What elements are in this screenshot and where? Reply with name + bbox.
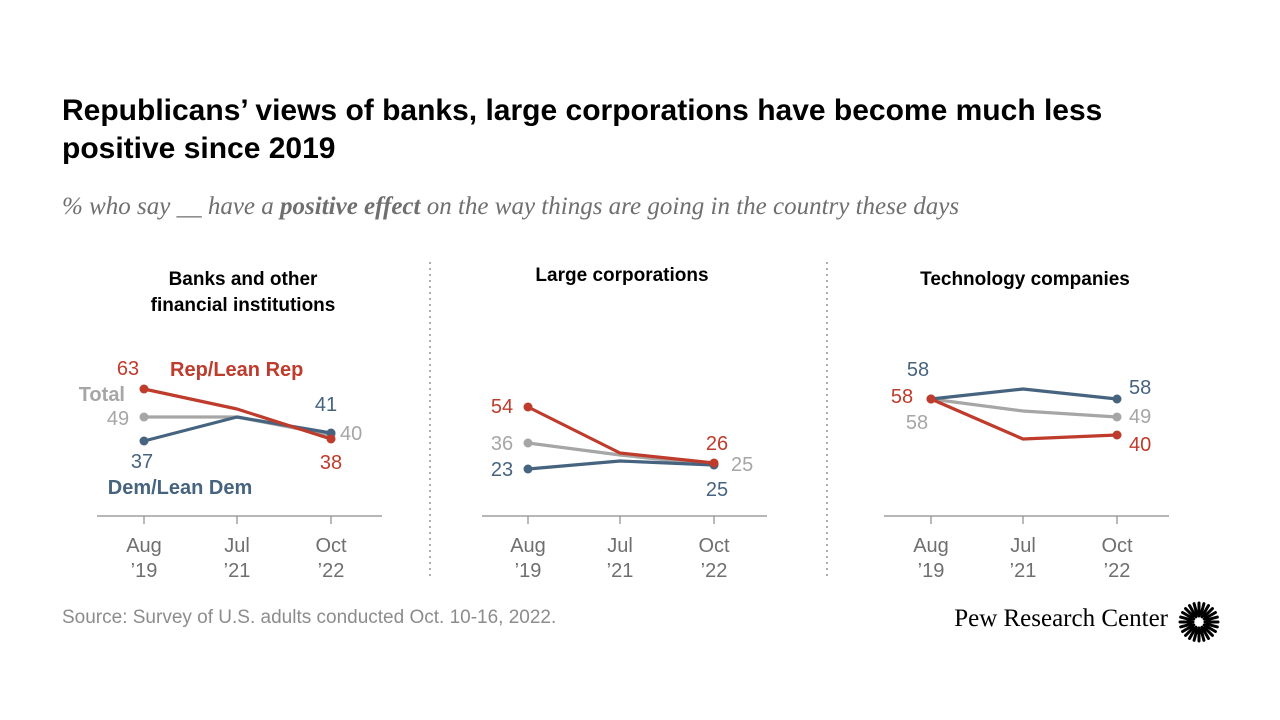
data-label-dem: 41 (315, 394, 337, 416)
data-point-rep (709, 458, 719, 468)
logo-ray (1199, 628, 1206, 642)
data-label-dem: 23 (491, 459, 513, 481)
data-point-total (139, 412, 149, 422)
subtitle-pre: % who say __ have a (62, 193, 281, 220)
data-label-dem: 58 (1129, 377, 1151, 399)
x-tick-label: ’19 (131, 560, 158, 582)
data-point-rep (523, 402, 533, 412)
brand-name: Pew Research Center (954, 605, 1168, 632)
x-tick-label: Aug (510, 535, 546, 557)
logo-ray (1205, 622, 1219, 629)
logo-ray (1181, 611, 1196, 621)
legend-label-total: Total (79, 384, 125, 406)
series-line-rep (929, 397, 1119, 441)
data-point-rep (139, 384, 149, 394)
data-point-dem (139, 436, 149, 446)
logo-ray (1203, 626, 1214, 637)
panel-3: Technology companies Aug ’19 Jul ’21 Oct ’22 58… (884, 269, 1169, 582)
series-line-rep (526, 405, 716, 465)
series-line-total (929, 397, 1119, 419)
data-point-rep (326, 434, 336, 444)
logo-ray (1184, 607, 1195, 618)
series-line-dem (929, 387, 1119, 401)
logo-ray (1202, 623, 1217, 633)
x-tick-label: ’21 (224, 560, 251, 582)
x-tick-label: Jul (1010, 535, 1036, 557)
logo-ray (1205, 615, 1219, 622)
logo-ray (1200, 604, 1210, 619)
series-line-total (526, 441, 716, 467)
x-tick-label: ’19 (918, 560, 945, 582)
logo-ray (1199, 602, 1206, 616)
logo-ray (1203, 607, 1214, 618)
legend-label-rep: Rep/Lean Rep (170, 359, 303, 381)
panel-title: financial institutions (151, 295, 336, 316)
data-point-dem (523, 464, 533, 474)
legend-label-dem: Dem/Lean Dem (108, 477, 253, 499)
data-label-dem: 58 (907, 359, 929, 381)
data-label-rep: 63 (117, 358, 139, 380)
panel-title: Technology companies (920, 269, 1130, 290)
x-tick-label: ’22 (1104, 560, 1131, 582)
x-tick-label: ’22 (318, 560, 345, 582)
data-label-rep: 38 (320, 452, 342, 474)
data-label-rep: 40 (1129, 434, 1151, 456)
panel-title: Large corporations (535, 265, 708, 286)
logo-ray (1184, 626, 1195, 637)
data-label-rep: 26 (706, 433, 728, 455)
x-tick-label: ’21 (1010, 560, 1037, 582)
logo-ray (1192, 628, 1199, 642)
data-point-dem (1112, 394, 1122, 404)
x-tick-label: Jul (607, 535, 633, 557)
logo-ray (1188, 625, 1198, 640)
panel-title: Banks and other (169, 269, 318, 290)
logo-ray (1181, 623, 1196, 633)
logo-ray (1200, 625, 1210, 640)
subtitle-post: on the way things are going in the count… (420, 193, 960, 220)
data-label-total: 58 (906, 412, 928, 434)
data-point-total (1112, 412, 1122, 422)
data-point-total (523, 438, 533, 448)
data-label-rep: 54 (491, 396, 513, 418)
x-tick-label: ’19 (515, 560, 542, 582)
source-note: Source: Survey of U.S. adults conducted … (62, 607, 557, 628)
series-line-rep (142, 387, 333, 441)
series-line-dem (526, 459, 716, 471)
data-label-rep: 58 (891, 386, 913, 408)
logo-ray (1179, 622, 1193, 629)
data-point-rep (1112, 430, 1122, 440)
logo-ray (1179, 615, 1193, 622)
x-tick-label: ’21 (607, 560, 634, 582)
panel-1: Banks and other financial institutions Aug… (79, 269, 382, 582)
data-label-dem: 25 (706, 479, 728, 501)
data-label-total: 36 (491, 433, 513, 455)
x-tick-label: Oct (698, 535, 730, 557)
data-label-total: 49 (107, 408, 129, 430)
panel-2: Large corporations Aug ’19 Jul ’21 Oct ’22 36 25… (482, 265, 767, 582)
data-label-total: 49 (1129, 406, 1151, 428)
chart-title: Republicans’ views of banks, large corpo… (62, 94, 1103, 165)
data-label-total: 40 (340, 423, 362, 445)
x-tick-label: Aug (126, 535, 162, 557)
pew-logo-icon (1178, 601, 1220, 643)
chart-subtitle: % who say __ have a positive effect on t… (62, 193, 1232, 221)
logo-ray (1202, 611, 1217, 621)
x-tick-label: ’22 (701, 560, 728, 582)
data-label-dem: 37 (131, 451, 153, 473)
x-tick-label: Oct (1101, 535, 1133, 557)
data-point-rep (926, 394, 936, 404)
logo-ray (1188, 604, 1198, 619)
x-tick-label: Oct (315, 535, 347, 557)
subtitle-emphasis: positive effect (280, 193, 421, 220)
logo-ray (1192, 602, 1199, 616)
data-label-total: 25 (731, 454, 753, 476)
x-tick-label: Jul (224, 535, 250, 557)
x-tick-label: Aug (913, 535, 949, 557)
